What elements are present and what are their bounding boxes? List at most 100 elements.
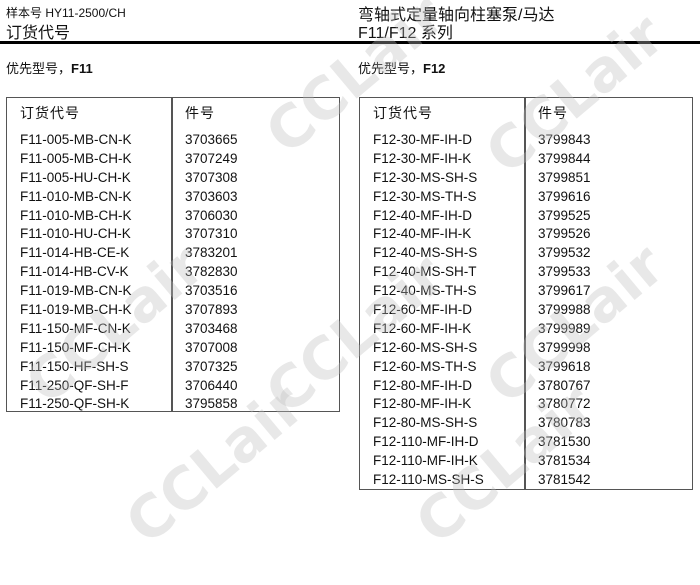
part-number: 3707893 <box>185 301 238 317</box>
part-number: 3703665 <box>185 131 238 147</box>
order-code: F12-40-MS-SH-T <box>373 264 477 280</box>
table-row: F11-010-MB-CH-K 3706030 <box>7 206 339 225</box>
part-number: 3706440 <box>185 377 238 393</box>
catalog-number: 样本号 HY11-2500/CH <box>6 6 126 20</box>
preferred-model: F12 <box>423 61 446 76</box>
order-code: F11-019-MB-CN-K <box>20 283 132 299</box>
order-code: F12-30-MF-IH-D <box>373 131 473 147</box>
part-number: 3799988 <box>538 301 591 317</box>
table-row: F12-40-MF-IH-D 3799525 <box>360 206 692 225</box>
column-divider <box>524 98 526 489</box>
header-part-number: 件号 <box>185 104 215 121</box>
table-row: F11-014-HB-CV-K 3782830 <box>7 262 339 281</box>
part-number: 3799532 <box>538 245 591 261</box>
order-code: F12-30-MS-TH-S <box>373 188 477 204</box>
order-code: F11-005-MB-CH-K <box>20 150 132 166</box>
order-code: F11-250-QF-SH-F <box>20 377 129 393</box>
table-row: F12-60-MS-TH-S 3799618 <box>360 357 692 376</box>
order-code: F12-40-MF-IH-K <box>373 226 472 242</box>
part-number: 3799617 <box>538 283 591 299</box>
table-row: F12-30-MF-IH-D 3799843 <box>360 130 692 149</box>
part-number: 3799618 <box>538 358 591 374</box>
table-row: F12-80-MF-IH-K 3780772 <box>360 394 692 413</box>
table-row: F12-110-MF-IH-K 3781534 <box>360 451 692 470</box>
table-row: F12-80-MF-IH-D 3780767 <box>360 376 692 395</box>
part-number: 3799998 <box>538 339 591 355</box>
order-code: F12-110-MS-SH-S <box>373 471 484 487</box>
part-number: 3799989 <box>538 320 591 336</box>
order-code: F11-150-MF-CN-K <box>20 320 131 336</box>
order-code: F12-60-MS-SH-S <box>373 339 478 355</box>
table-row: F11-010-HU-CH-K 3707310 <box>7 224 339 243</box>
table-row: F12-110-MF-IH-D 3781530 <box>360 432 692 451</box>
series-title: F11/F12 系列 <box>358 25 453 42</box>
f11-order-table: 订货代号 件号 F11-005-MB-CN-K 3703665 F11-005-MB-C… <box>6 97 340 412</box>
header-part-number: 件号 <box>538 104 568 121</box>
table-row: F11-005-HU-CH-K 3707308 <box>7 168 339 187</box>
order-code: F12-40-MF-IH-D <box>373 207 473 223</box>
table-row: F12-30-MS-SH-S 3799851 <box>360 168 692 187</box>
header-divider <box>0 41 700 44</box>
part-number: 3799844 <box>538 150 591 166</box>
order-code: F11-014-HB-CV-K <box>20 264 129 280</box>
part-number: 3707308 <box>185 169 238 185</box>
table-row: F12-40-MS-SH-S 3799532 <box>360 243 692 262</box>
order-code: F11-005-MB-CN-K <box>20 131 132 147</box>
table-row: F12-40-MF-IH-K 3799526 <box>360 224 692 243</box>
header-order-code: 订货代号 <box>20 104 80 121</box>
table-row: F12-80-MS-SH-S 3780783 <box>360 413 692 432</box>
table-row: F12-60-MF-IH-K 3799989 <box>360 319 692 338</box>
order-code: F12-30-MS-SH-S <box>373 169 478 185</box>
part-number: 3783201 <box>185 245 238 261</box>
part-number: 3799526 <box>538 226 591 242</box>
order-code: F11-010-HU-CH-K <box>20 226 131 242</box>
table-row: F12-40-MS-SH-T 3799533 <box>360 262 692 281</box>
order-code: F11-010-MB-CN-K <box>20 188 132 204</box>
document-title: 弯轴式定量轴向柱塞泵/马达 <box>358 7 555 24</box>
order-code: F11-019-MB-CH-K <box>20 301 132 317</box>
preferred-model: F11 <box>71 61 93 76</box>
part-number: 3780772 <box>538 396 591 412</box>
table-row: F11-005-MB-CH-K 3707249 <box>7 149 339 168</box>
order-code: F12-110-MF-IH-K <box>373 453 478 469</box>
table-row: F12-30-MF-IH-K 3799844 <box>360 149 692 168</box>
part-number: 3799616 <box>538 188 591 204</box>
part-number: 3780783 <box>538 415 591 431</box>
order-code: F12-30-MF-IH-K <box>373 150 472 166</box>
table-row: F11-150-MF-CN-K 3703468 <box>7 319 339 338</box>
table-row: F12-60-MF-IH-D 3799988 <box>360 300 692 319</box>
part-number: 3707249 <box>185 150 238 166</box>
table-row: F11-019-MB-CH-K 3707893 <box>7 300 339 319</box>
part-number: 3703603 <box>185 188 238 204</box>
part-number: 3780767 <box>538 377 591 393</box>
part-number: 3781530 <box>538 434 591 450</box>
order-code: F12-40-MS-SH-S <box>373 245 478 261</box>
part-number: 3799851 <box>538 169 591 185</box>
f12-order-table: 订货代号 件号 F12-30-MF-IH-D 3799843 F12-30-MF-IH-… <box>359 97 693 490</box>
column-divider <box>171 98 173 411</box>
table-row: F11-250-QF-SH-K 3795858 <box>7 394 339 413</box>
order-code: F12-80-MF-IH-K <box>373 396 472 412</box>
table-row: F11-150-HF-SH-S 3707325 <box>7 357 339 376</box>
part-number: 3707325 <box>185 358 238 374</box>
order-code: F12-60-MF-IH-D <box>373 301 473 317</box>
table-row: F11-010-MB-CN-K 3703603 <box>7 187 339 206</box>
header-order-code: 订货代号 <box>373 104 433 121</box>
order-code: F11-005-HU-CH-K <box>20 169 131 185</box>
part-number: 3707008 <box>185 339 238 355</box>
order-code: F12-80-MF-IH-D <box>373 377 473 393</box>
order-code: F11-014-HB-CE-K <box>20 245 130 261</box>
part-number: 3782830 <box>185 264 238 280</box>
order-code: F12-60-MF-IH-K <box>373 320 472 336</box>
table-row: F11-150-MF-CH-K 3707008 <box>7 338 339 357</box>
part-number: 3781534 <box>538 453 591 469</box>
order-code: F11-150-HF-SH-S <box>20 358 129 374</box>
order-code: F12-80-MS-SH-S <box>373 415 478 431</box>
table-header: 订货代号 件号 <box>7 98 339 127</box>
part-number: 3795858 <box>185 396 238 412</box>
order-code: F11-010-MB-CH-K <box>20 207 132 223</box>
table-row: F11-014-HB-CE-K 3783201 <box>7 243 339 262</box>
order-code: F11-150-MF-CH-K <box>20 339 131 355</box>
order-code: F12-110-MF-IH-D <box>373 434 479 450</box>
table-row: F12-40-MS-TH-S 3799617 <box>360 281 692 300</box>
